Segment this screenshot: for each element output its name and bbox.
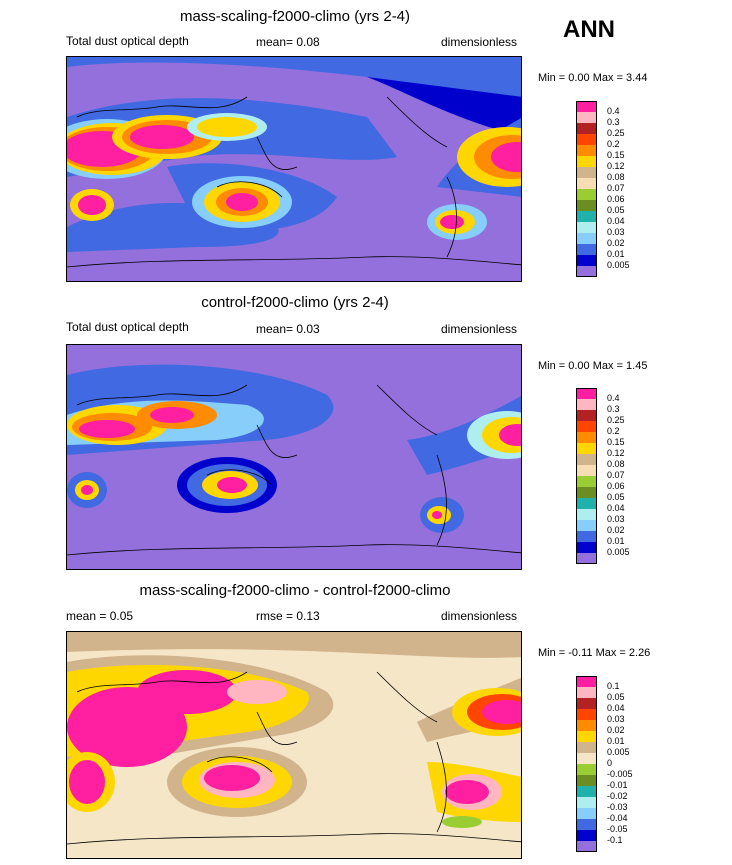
colorbar-tick-label: 0.15	[607, 437, 625, 447]
colorbar-tick-label: -0.02	[607, 791, 628, 801]
panel2-minmax: Min = 0.00 Max = 1.45	[538, 360, 648, 372]
colorbar-tick-label: -0.05	[607, 824, 628, 834]
colorbar-tick-label: 0.4	[607, 106, 620, 116]
colorbar-tick-label: 0.03	[607, 514, 625, 524]
colorbar-tick-label: 0.12	[607, 448, 625, 458]
panel3-units: dimensionless	[441, 609, 518, 623]
colorbar-tick-label: -0.03	[607, 802, 628, 812]
colorbar-tick-label: 0.04	[607, 216, 625, 226]
colorbar-tick-label: -0.005	[607, 769, 633, 779]
panel2-map	[66, 344, 522, 570]
colorbar-tick-label: 0.4	[607, 393, 620, 403]
colorbar-tick-label: -0.1	[607, 835, 623, 845]
panel1-mean: mean= 0.08	[256, 35, 320, 49]
colorbar-tick-label: 0.02	[607, 525, 625, 535]
panel2-units: dimensionless	[441, 322, 518, 336]
colorbar-tick-label: 0.06	[607, 481, 625, 491]
panel2-left-label: Total dust optical depth	[66, 320, 189, 334]
colorbar-frame	[576, 101, 597, 277]
colorbar-tick-label: 0.02	[607, 238, 625, 248]
colorbar-tick-label: 0.05	[607, 692, 625, 702]
colorbar-tick-label: 0.05	[607, 205, 625, 215]
colorbar-tick-label: 0.3	[607, 117, 620, 127]
panel3-mean: mean = 0.05	[66, 609, 134, 623]
colorbar-frame	[576, 388, 597, 564]
colorbar-tick-label: 0.2	[607, 139, 620, 149]
panel3-minmax: Min = -0.11 Max = 2.26	[538, 647, 651, 659]
panel2-mean: mean= 0.03	[256, 322, 320, 336]
colorbar-tick-label: 0.02	[607, 725, 625, 735]
colorbar-frame	[576, 676, 597, 852]
panel1-left-label: Total dust optical depth	[66, 34, 189, 48]
colorbar-tick-label: 0.08	[607, 172, 625, 182]
colorbar-tick-label: 0.07	[607, 183, 625, 193]
colorbar-tick-label: 0.25	[607, 415, 625, 425]
colorbar-tick-label: 0.03	[607, 227, 625, 237]
colorbar-tick-label: 0.04	[607, 703, 625, 713]
colorbar-tick-label: 0.08	[607, 459, 625, 469]
colorbar-tick-label: 0.1	[607, 681, 620, 691]
panel3-title: mass-scaling-f2000-climo - control-f2000…	[139, 582, 451, 599]
colorbar-tick-label: 0.005	[607, 547, 630, 557]
colorbar-tick-label: -0.01	[607, 780, 628, 790]
colorbar-tick-label: 0.01	[607, 249, 625, 259]
colorbar-tick-label: 0.06	[607, 194, 625, 204]
panel3-rmse: rmse = 0.13	[256, 609, 320, 623]
panel2-title: control-f2000-climo (yrs 2-4)	[201, 294, 389, 311]
colorbar-tick-label: 0.15	[607, 150, 625, 160]
colorbar-tick-label: 0.03	[607, 714, 625, 724]
colorbar-tick-label: 0.2	[607, 426, 620, 436]
colorbar-tick-label: 0.005	[607, 747, 630, 757]
colorbar-tick-label: 0.3	[607, 404, 620, 414]
colorbar-tick-label: 0.04	[607, 503, 625, 513]
colorbar-tick-label: 0.01	[607, 736, 625, 746]
colorbar-tick-label: 0.01	[607, 536, 625, 546]
colorbar-tick-label: 0.25	[607, 128, 625, 138]
colorbar-tick-label: 0.12	[607, 161, 625, 171]
panel1-minmax: Min = 0.00 Max = 3.44	[538, 72, 648, 84]
panel1-title: mass-scaling-f2000-climo (yrs 2-4)	[179, 8, 411, 25]
colorbar-tick-label: 0	[607, 758, 613, 768]
colorbar-tick-label: 0.07	[607, 470, 625, 480]
panel1-map	[66, 56, 522, 282]
colorbar-tick-label: 0.05	[607, 492, 625, 502]
season-label: ANN	[563, 16, 615, 43]
panel1-units: dimensionless	[441, 35, 518, 49]
panel3-map	[66, 631, 522, 859]
colorbar-tick-label: -0.04	[607, 813, 628, 823]
colorbar-tick-label: 0.005	[607, 260, 630, 270]
